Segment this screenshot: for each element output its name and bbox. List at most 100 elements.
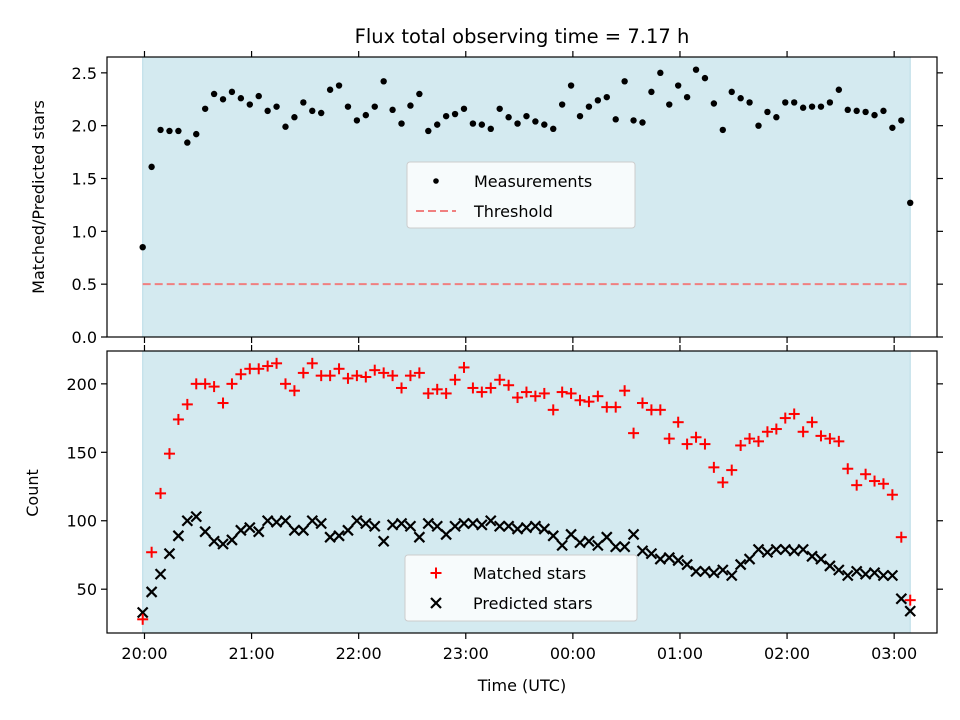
measurement-point xyxy=(666,101,673,108)
top-y-tick-label: 1.5 xyxy=(72,170,97,189)
measurement-point xyxy=(532,118,539,125)
measurement-point xyxy=(300,99,307,106)
predicted-star-point xyxy=(306,514,319,527)
measurement-point xyxy=(193,130,200,138)
matched-star-point xyxy=(761,426,773,438)
top-y-tick-label: 1.0 xyxy=(72,222,97,241)
predicted-star-point xyxy=(279,514,292,527)
predicted-star-point xyxy=(627,528,640,541)
measurement-point xyxy=(639,119,646,126)
measurement-point xyxy=(907,199,914,207)
measurement-point xyxy=(844,106,851,114)
measurement-point xyxy=(264,107,271,115)
measurement-point xyxy=(648,88,655,96)
bottom-x-tick-label: 21:00 xyxy=(229,644,275,663)
top-y-tick-label: 2.5 xyxy=(72,64,97,83)
matched-star-point xyxy=(592,390,604,402)
predicted-star-point xyxy=(235,524,247,537)
predicted-star-point xyxy=(761,546,774,559)
predicted-star-point xyxy=(797,543,809,556)
matched-star-point xyxy=(556,386,568,398)
predicted-star-point xyxy=(288,524,301,537)
measurement-point xyxy=(612,116,619,123)
predicted-star-point xyxy=(511,523,524,535)
matched-star-point xyxy=(378,367,390,379)
predicted-star-point xyxy=(850,565,863,578)
matched-star-point xyxy=(360,371,372,383)
measurement-point xyxy=(166,127,173,135)
measurement-point xyxy=(862,108,869,116)
predicted-star-point xyxy=(886,569,899,582)
predicted-star-point xyxy=(208,535,220,548)
matched-star-point xyxy=(529,390,541,402)
measurement-point xyxy=(630,117,637,124)
predicted-star-point xyxy=(422,517,435,530)
measurement-point xyxy=(255,92,262,100)
matched-star-point xyxy=(163,448,175,460)
matched-star-point xyxy=(235,368,247,380)
top-y-axis-title: Matched/Predicted stars xyxy=(29,100,48,294)
predicted-star-point xyxy=(458,517,470,530)
measurement-point xyxy=(344,103,352,110)
measurement-point xyxy=(442,112,450,120)
predicted-star-point xyxy=(226,534,238,546)
predicted-star-point xyxy=(484,514,497,527)
predicted-star-point xyxy=(859,568,872,580)
predicted-star-point xyxy=(351,514,363,527)
bottom-y-tick-label: 50 xyxy=(77,580,97,599)
predicted-star-point xyxy=(618,540,631,553)
measurement-point xyxy=(835,86,843,93)
measurement-point xyxy=(567,82,575,89)
measurement-point xyxy=(380,78,387,85)
predicted-star-point xyxy=(681,558,693,571)
matched-star-point xyxy=(690,431,702,443)
predicted-star-point xyxy=(217,538,229,550)
legend-predicted-x xyxy=(430,597,442,609)
matched-star-point xyxy=(520,386,532,398)
measurement-point xyxy=(603,93,610,101)
top-panel: 0.0 0.5 1.0 1.5 2.0 2.5 Matched/Predicted sta… xyxy=(29,51,943,347)
matched-star-point xyxy=(324,370,336,382)
predicted-star-point xyxy=(895,592,908,605)
measurement-point xyxy=(335,82,343,89)
matched-star-point xyxy=(494,374,506,386)
predicted-star-point xyxy=(592,539,604,552)
matched-star-point xyxy=(806,416,818,428)
predicted-star-point xyxy=(342,524,354,537)
predicted-star-point xyxy=(172,530,185,542)
matched-star-point xyxy=(279,378,291,390)
predicted-star-point xyxy=(145,586,158,598)
predicted-star-point xyxy=(672,554,684,567)
predicted-star-point xyxy=(583,535,595,548)
matched-star-point xyxy=(253,363,265,375)
matched-star-point xyxy=(172,413,184,425)
matched-star-point xyxy=(306,357,318,369)
measurement-point xyxy=(889,124,896,131)
measurement-point xyxy=(246,101,253,108)
measurement-point xyxy=(764,108,771,116)
matched-star-point xyxy=(565,387,577,399)
predicted-star-point xyxy=(324,531,336,543)
predicted-star-point xyxy=(877,569,890,582)
matched-star-point xyxy=(369,364,381,376)
matched-star-point xyxy=(583,396,595,408)
predicted-star-point xyxy=(806,550,818,563)
predicted-star-point xyxy=(654,553,667,565)
matched-star-point xyxy=(628,427,640,439)
measurement-point xyxy=(523,112,530,120)
measurement-point xyxy=(657,69,664,77)
predicted-star-point xyxy=(725,569,738,582)
bottom-x-tick-label: 02:00 xyxy=(764,644,810,663)
matched-star-point xyxy=(708,461,720,473)
measurement-point xyxy=(398,120,405,127)
measurement-point xyxy=(228,88,236,96)
predicted-star-point xyxy=(520,521,533,534)
measurement-point xyxy=(273,103,280,110)
measurement-point xyxy=(317,109,325,117)
predicted-star-point xyxy=(815,553,827,565)
legend-matched-marker xyxy=(430,567,442,579)
measurement-point xyxy=(782,99,789,106)
matched-star-point xyxy=(467,382,479,394)
predicted-star-point xyxy=(476,519,488,531)
